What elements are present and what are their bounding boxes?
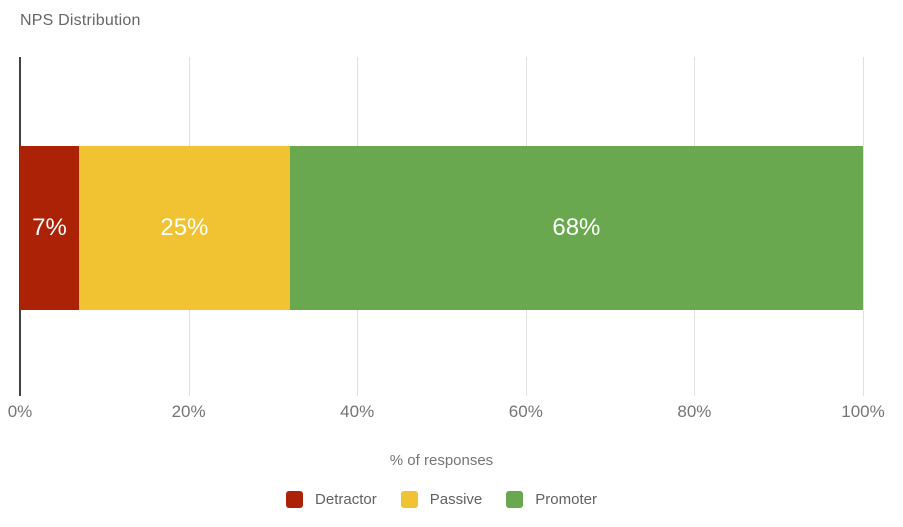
bar-segment-passive[interactable]: 25% — [79, 146, 290, 310]
x-axis-title: % of responses — [389, 452, 494, 469]
x-tick-label: 20% — [171, 402, 206, 421]
x-tick-label: 100% — [841, 402, 885, 421]
bar-segment-promoter[interactable]: 68% — [289, 146, 863, 310]
stacked-bar: 7% 25% 68% — [20, 146, 863, 310]
bar-segment-detractor[interactable]: 7% — [20, 146, 79, 310]
legend-swatch-icon — [286, 491, 304, 508]
legend-item-detractor: Detractor — [286, 491, 377, 508]
x-tick-label: 80% — [677, 402, 712, 421]
legend: Detractor Passive Promoter — [20, 491, 863, 508]
legend-item-passive: Passive — [400, 491, 483, 508]
legend-swatch-icon — [400, 491, 418, 508]
legend-label: Detractor — [315, 491, 377, 508]
plot-area: 7% 25% 68% — [19, 57, 864, 396]
bar-segment-value-label: 68% — [552, 214, 601, 241]
x-tick-label: 60% — [508, 402, 543, 421]
bar-segment-value-label: 25% — [160, 214, 209, 241]
chart-title: NPS Distribution — [20, 12, 141, 29]
legend-label: Promoter — [535, 491, 597, 508]
legend-label: Passive — [429, 491, 483, 508]
legend-swatch-icon — [506, 491, 524, 508]
legend-item-promoter: Promoter — [506, 491, 597, 508]
x-tick-label: 40% — [340, 402, 375, 421]
gridline — [863, 57, 864, 396]
x-tick-label: 0% — [7, 402, 33, 421]
bar-segment-value-label: 7% — [32, 214, 67, 241]
